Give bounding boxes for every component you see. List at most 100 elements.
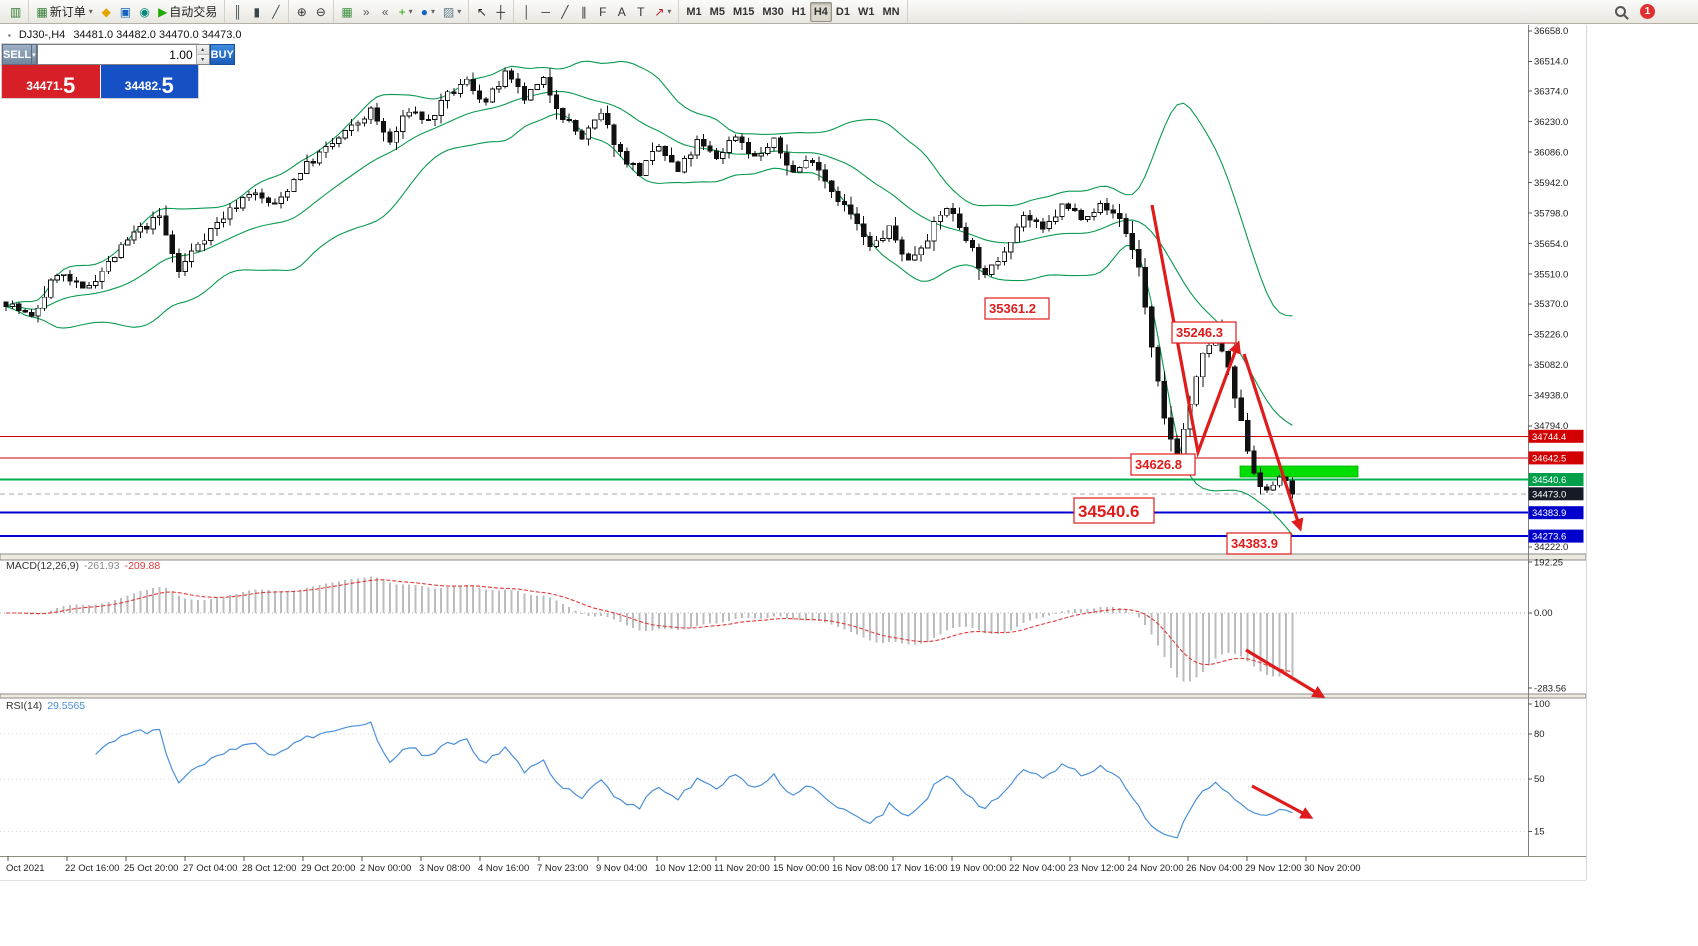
buy-price-main: 34482. — [124, 78, 162, 93]
crosshair-icon[interactable]: ┼ — [491, 2, 510, 22]
search-icon[interactable] — [1615, 6, 1626, 17]
buy-price[interactable]: 34482. 5 — [99, 65, 198, 98]
time-axis[interactable]: Oct 2021 22 Oct 16:00 25 Oct 20:00 27 Oct 0… — [6, 856, 1361, 874]
rsi-axis-label: 80 — [1534, 729, 1545, 740]
sell-button[interactable]: SELL — [2, 44, 33, 65]
time-label: 11 Nov 20:00 — [714, 863, 770, 874]
arrows-icon[interactable]: ↗ ▾ — [650, 2, 675, 22]
trendline-icon[interactable]: ╱ — [555, 2, 574, 22]
price-annotation-34383.9[interactable]: 34383.9 — [1226, 532, 1292, 555]
svg-text:34540.6: 34540.6 — [1078, 502, 1139, 521]
time-label: 25 Oct 20:00 — [124, 863, 178, 874]
periods-icon[interactable]: ● ▾ — [417, 2, 439, 22]
timeframe-h1[interactable]: H1 — [788, 2, 810, 22]
news-icon[interactable]: ▣ — [116, 2, 135, 22]
svg-text:34473.0: 34473.0 — [1532, 489, 1566, 500]
toolbar-group-timeframes: M1 M5 M15 M30 H1 H4 D1 W1 MN — [679, 0, 908, 23]
timeframe-h4[interactable]: H4 — [809, 1, 832, 22]
volume-down-icon[interactable]: ▾ — [196, 54, 209, 64]
timeframe-mn[interactable]: MN — [878, 2, 903, 22]
svg-text:34383.9: 34383.9 — [1231, 536, 1278, 551]
time-label: 9 Nov 04:00 — [596, 863, 647, 874]
price-annotation-35246.3[interactable]: 35246.3 — [1171, 321, 1237, 344]
price-axis[interactable]: 36658.0 36514.0 36374.0 36230.0 36086.0 35942… — [1528, 26, 1584, 838]
zoom-out-icon[interactable]: ⊖ — [311, 2, 330, 22]
cursor-icon[interactable]: ↖ — [472, 2, 491, 22]
svg-text:35361.2: 35361.2 — [989, 301, 1036, 316]
time-label: 27 Oct 04:00 — [183, 863, 237, 874]
vertical-line-icon[interactable]: │ — [517, 2, 536, 22]
volume-input[interactable] — [37, 45, 196, 64]
timeframe-m1[interactable]: M1 — [682, 2, 705, 22]
price-badge-34383.9: 34383.9 — [1528, 506, 1584, 520]
timeframe-m15[interactable]: M15 — [729, 2, 758, 22]
horizontal-line-icon: ─ — [541, 4, 551, 19]
timeframe-m5[interactable]: M5 — [706, 2, 729, 22]
text-icon[interactable]: A — [612, 2, 631, 22]
rsi-axis-label: 100 — [1534, 699, 1550, 710]
price-badge-34642.5: 34642.5 — [1528, 451, 1584, 465]
macd-arrow[interactable] — [1245, 648, 1326, 698]
pane-separator[interactable] — [0, 693, 1587, 699]
svg-text:34626.8: 34626.8 — [1135, 457, 1182, 472]
price-tick-label: 35654.0 — [1534, 239, 1568, 250]
label-icon[interactable]: T — [631, 2, 650, 22]
price-tick-label: 35942.0 — [1534, 178, 1568, 189]
indicators-icon[interactable]: + ▾ — [395, 2, 417, 22]
new-chart-icon[interactable]: ▥ — [6, 2, 25, 22]
new-order-button-icon: ▦ — [36, 4, 48, 19]
chart-symbol-info: ▪ DJ30-,H4 34481.0 34482.0 34470.0 34473… — [8, 29, 242, 41]
timeframe-m15-label: M15 — [732, 5, 755, 18]
price-tick-label: 36086.0 — [1534, 147, 1568, 158]
rsi-arrow[interactable] — [1251, 784, 1314, 819]
bollinger-lower — [5, 113, 1293, 536]
trend-arrow-crash-1[interactable] — [1150, 204, 1241, 458]
channel-icon[interactable]: ∥ — [574, 2, 593, 22]
news-icon: ▣ — [119, 4, 132, 19]
candlestick-chart-icon[interactable]: ▮ — [247, 2, 266, 22]
templates-icon[interactable]: ▨ ▾ — [439, 2, 465, 22]
zoom-in-icon[interactable]: ⊕ — [292, 2, 311, 22]
timeframe-m30[interactable]: M30 — [758, 2, 787, 22]
buy-button[interactable]: BUY — [209, 44, 235, 65]
new-chart-icon: ▥ — [10, 4, 22, 19]
notification-badge[interactable]: 1 — [1640, 4, 1655, 19]
line-chart-icon[interactable]: ╱ — [266, 2, 285, 22]
timeframe-d1-label: D1 — [835, 5, 850, 18]
new-order-button[interactable]: ▦ 新订单 ▾ — [32, 2, 96, 22]
trendline-icon: ╱ — [561, 4, 569, 19]
rsi-pane — [0, 721, 1528, 839]
price-annotation-35361.2[interactable]: 35361.2 — [984, 297, 1050, 320]
dropdown-caret-icon: ▾ — [430, 7, 435, 16]
community-icon[interactable]: ◉ — [135, 2, 154, 22]
price-tick-label: 35798.0 — [1534, 208, 1568, 219]
candles — [3, 67, 1296, 499]
autotrading-button[interactable]: ▶ 自动交易 — [154, 2, 221, 22]
price-tick-label: 34222.0 — [1534, 542, 1568, 553]
volume-spinner: ▴ ▾ — [195, 45, 209, 64]
pane-separator[interactable] — [0, 553, 1587, 561]
time-label: 7 Nov 23:00 — [537, 863, 588, 874]
auto-scroll-icon[interactable]: » — [357, 2, 376, 22]
bars-chart-icon[interactable]: ║ — [228, 2, 247, 22]
fibonacci-icon[interactable]: F — [593, 2, 612, 22]
timeframe-w1[interactable]: W1 — [854, 2, 879, 22]
price-tick-label: 35370.0 — [1534, 299, 1568, 310]
price-badge-34473.0: 34473.0 — [1528, 487, 1584, 501]
price-annotation-34540.6[interactable]: 34540.6 — [1073, 497, 1155, 524]
sell-price[interactable]: 34471. 5 — [2, 65, 100, 98]
tile-windows-icon[interactable]: ▦ — [337, 2, 356, 22]
trend-arrow-crash-2[interactable] — [1242, 353, 1304, 532]
horizontal-line-icon[interactable]: ─ — [536, 2, 555, 22]
highlight-zone[interactable] — [1239, 465, 1359, 478]
scripts-icon[interactable]: ◆ — [97, 2, 116, 22]
chart-shift-icon[interactable]: « — [376, 2, 395, 22]
volume-up-icon[interactable]: ▴ — [196, 45, 209, 54]
dropdown-caret-icon: ▾ — [88, 7, 93, 16]
timeframe-d1[interactable]: D1 — [832, 2, 854, 22]
price-annotation-34626.8[interactable]: 34626.8 — [1130, 453, 1196, 476]
macd-histogram — [11, 576, 1294, 682]
sell-options-caret-icon[interactable]: ▾ — [32, 44, 37, 65]
price-tick-label: 36230.0 — [1534, 117, 1568, 128]
